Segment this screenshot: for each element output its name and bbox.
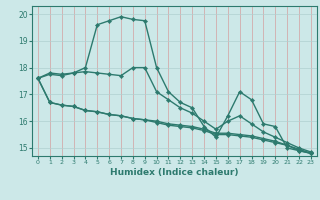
X-axis label: Humidex (Indice chaleur): Humidex (Indice chaleur): [110, 168, 239, 177]
